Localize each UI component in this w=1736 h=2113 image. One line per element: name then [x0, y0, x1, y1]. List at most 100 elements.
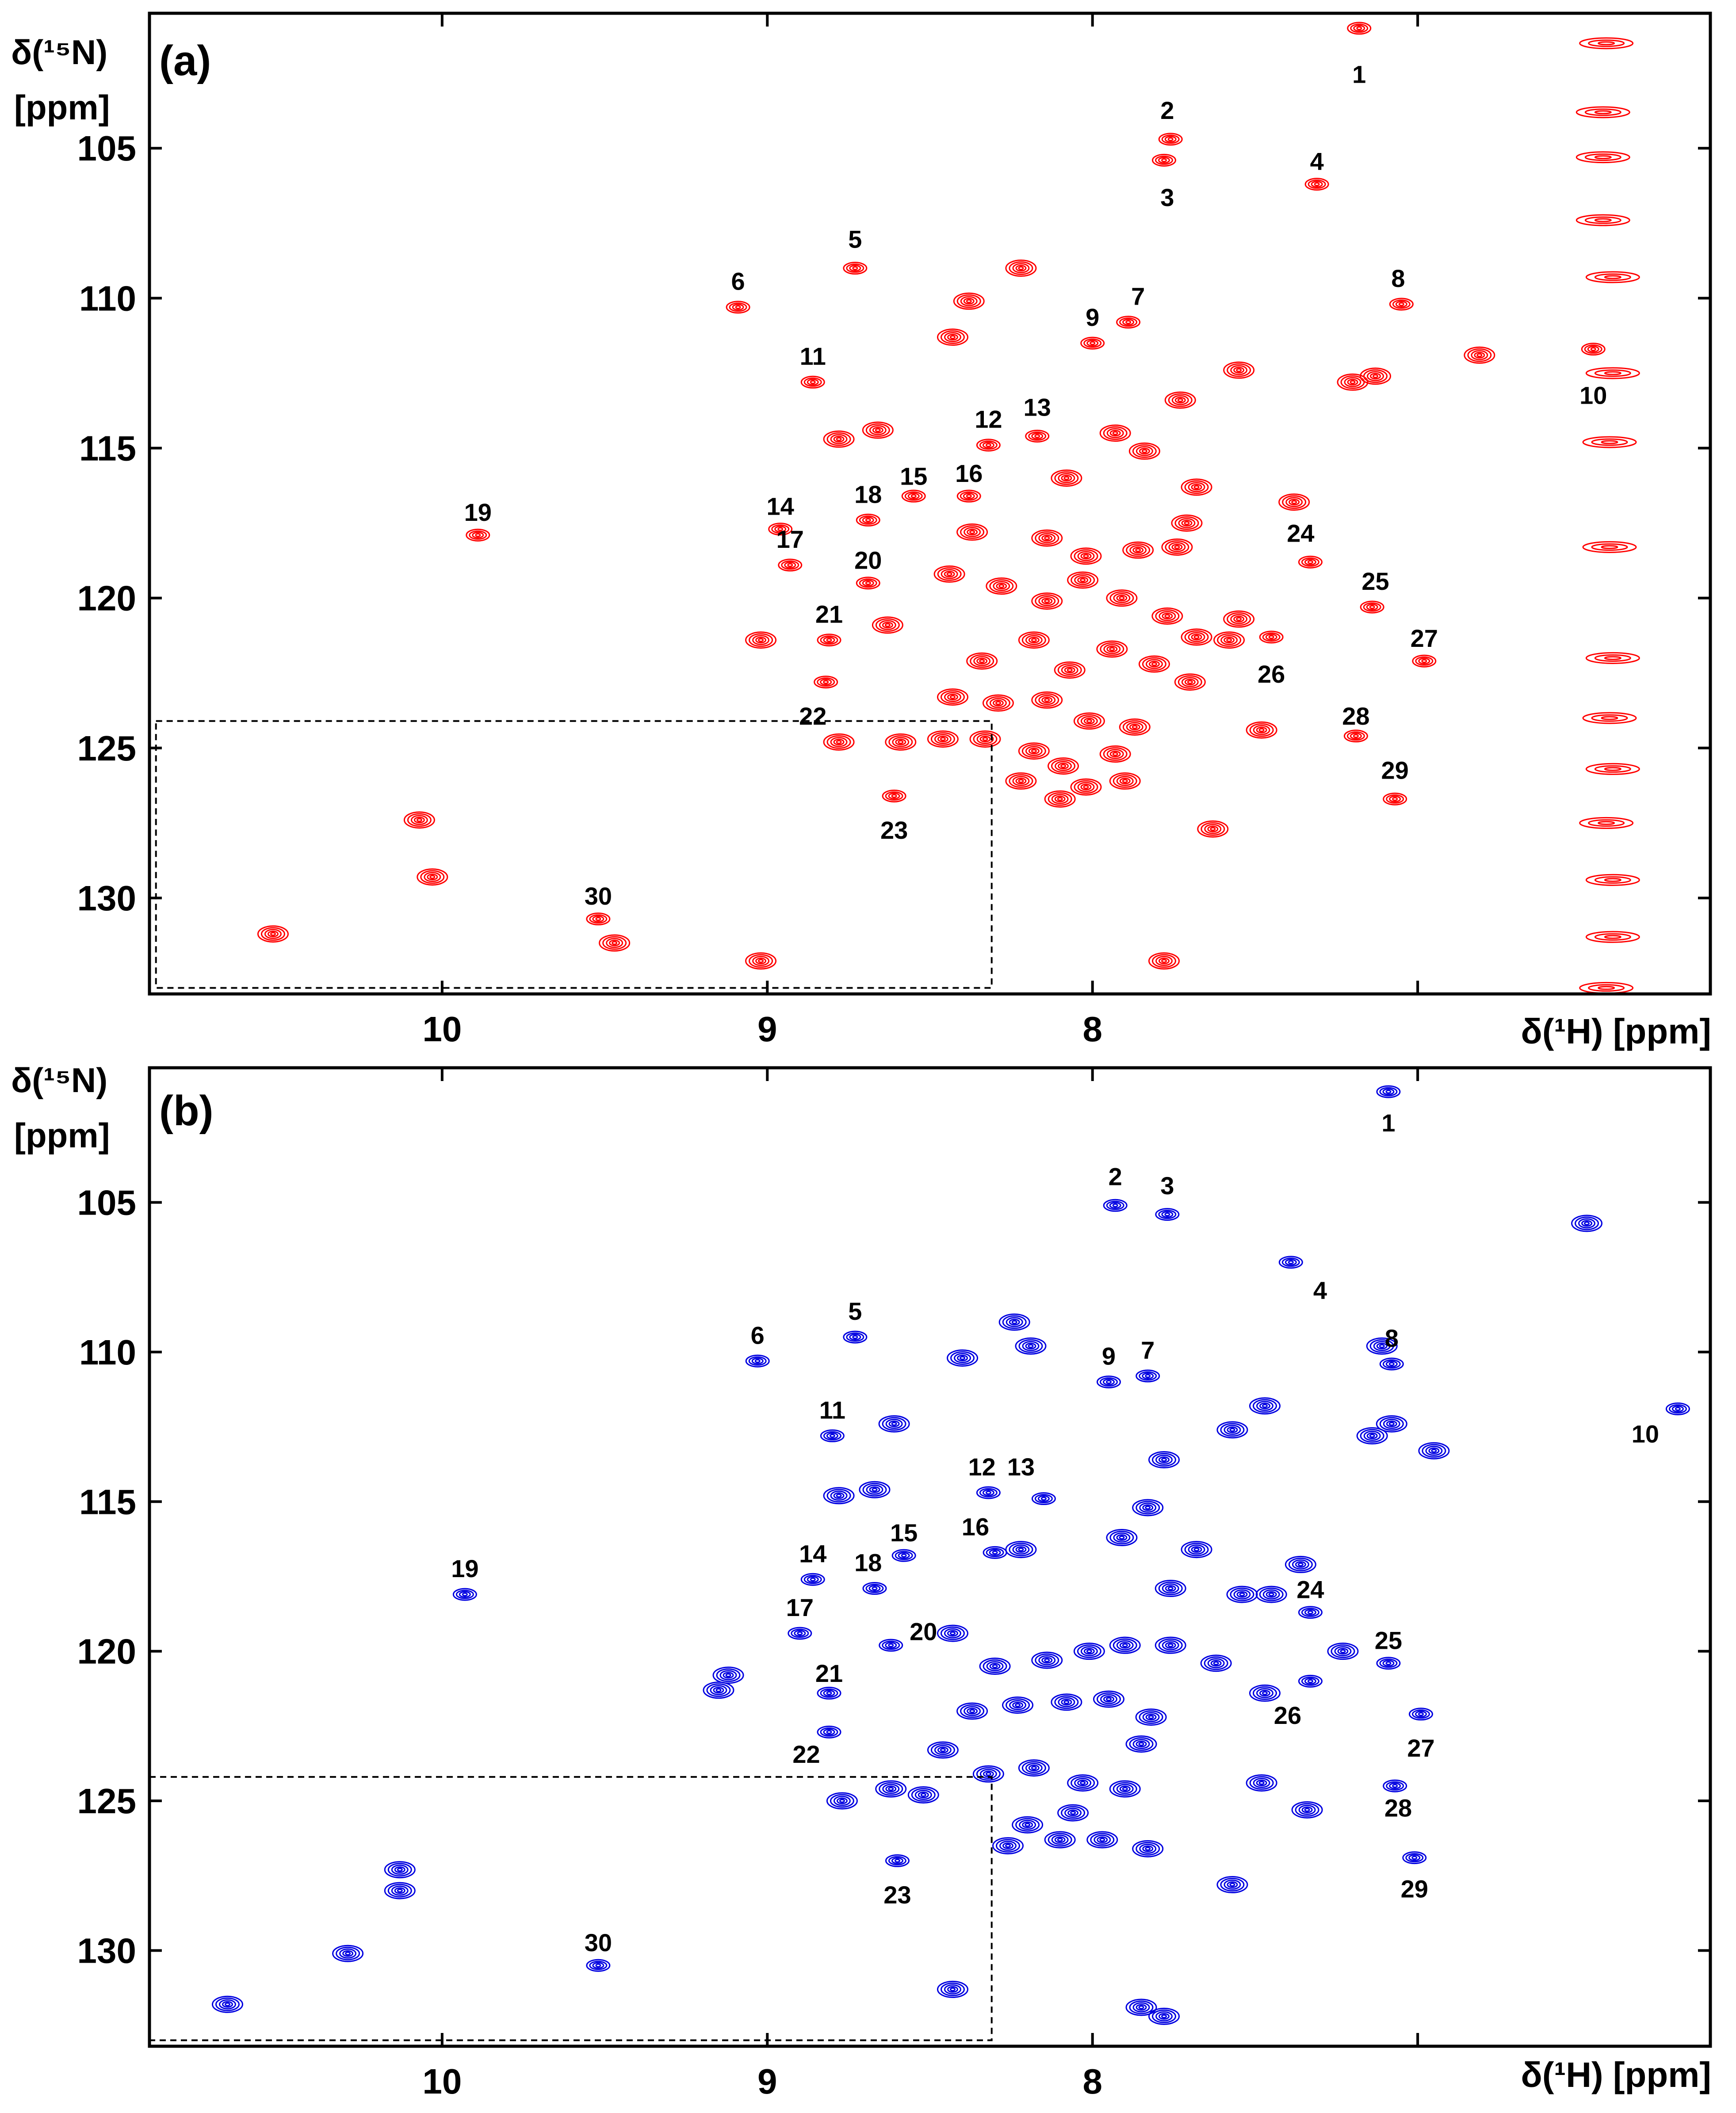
panel-b-unlabeled-peak-13: [826, 1792, 858, 1810]
panel-a-peak-24: [1298, 555, 1323, 569]
panel-a-peak-label-2: 2: [1160, 96, 1174, 124]
panel-a-x-tick-label-10: 10: [422, 1009, 462, 1049]
panel-a-peak-label-21: 21: [815, 600, 843, 628]
panel-b-peak-3: [1155, 1208, 1180, 1221]
panel-a-peak-label-3: 3: [1160, 183, 1174, 211]
panel-b-peak-23: [885, 1854, 910, 1867]
panel-b-peak-label-16: 16: [962, 1513, 989, 1540]
panel-b-unlabeled-peak-39: [979, 1658, 1011, 1675]
panel-b-unlabeled-peak-37: [1366, 1337, 1398, 1355]
panel-b-peak-label-12: 12: [968, 1453, 996, 1481]
panel-a-artifact-streak-15: [1579, 982, 1634, 994]
panel-b-peak-label-4: 4: [1313, 1276, 1327, 1304]
panel-b-unlabeled-peak-3: [384, 1861, 416, 1879]
panel-b-unlabeled-peak-14: [907, 1786, 939, 1804]
panel-b-y-axis-label-line2: [ppm]: [14, 1116, 110, 1155]
panel-b-unlabeled-peak-62: [937, 1980, 968, 1998]
panel-b-unlabeled-peak-29: [1216, 1876, 1248, 1894]
panel-a-peak-8: [1389, 298, 1414, 311]
panel-a-peak-label-26: 26: [1258, 660, 1285, 688]
panel-b-unlabeled-peak-6: [712, 1666, 744, 1684]
panel-a-unlabeled-peak-14: [933, 565, 965, 583]
panel-a-unlabeled-peak-31: [1464, 346, 1495, 364]
panel-a-peak-label-30: 30: [585, 882, 612, 910]
panel-a-peak-6: [726, 301, 750, 314]
panel-a-unlabeled-peak-60: [745, 952, 777, 970]
panel-a-peak-28: [1343, 730, 1368, 743]
panel-b-unlabeled-peak-59: [1086, 1831, 1118, 1849]
panel-a-unlabeled-peak-58: [1044, 790, 1076, 808]
panel-b-unlabeled-peak-49: [1135, 1708, 1167, 1726]
panel-a-artifact-streak-3: [1575, 151, 1630, 164]
panel-b-highlight-box: [149, 1776, 993, 2041]
panel-b-peak-14: [800, 1573, 825, 1586]
panel-b-x-tick-label-8: 8: [1082, 2062, 1102, 2101]
panel-a-unlabeled-peak-2: [403, 811, 435, 829]
panel-a-unlabeled-peak-34: [1070, 547, 1102, 565]
panel-a-unlabeled-peak-28: [1148, 952, 1180, 970]
panel-a-peak-label-24: 24: [1287, 519, 1314, 547]
panel-a-peak-label-1: 1: [1352, 61, 1366, 88]
panel-a-peak-label-8: 8: [1391, 264, 1405, 292]
panel-a-peak-12: [976, 439, 1001, 452]
panel-b-unlabeled-peak-60: [992, 1837, 1024, 1855]
panel-a-y-tick-label-130: 130: [77, 879, 136, 918]
panel-a-peak-13: [1025, 429, 1050, 443]
panel-a-unlabeled-peak-49: [1031, 691, 1063, 709]
panel-a-unlabeled-peak-57: [1109, 772, 1141, 790]
panel-b-unlabeled-peak-55: [1125, 1735, 1157, 1753]
panel-a-unlabeled-peak-51: [1119, 718, 1151, 736]
panel-b-peak-19: [452, 1588, 477, 1601]
panel-b-peak-label-28: 28: [1384, 1794, 1412, 1822]
panel-a-peak-7: [1116, 316, 1141, 329]
panel-a-unlabeled-peak-16: [1051, 469, 1082, 487]
panel-b-x-axis-label: δ(¹H) [ppm]: [1521, 2055, 1711, 2094]
panel-a-y-tick-label-110: 110: [79, 279, 136, 318]
panel-a-peak-label-10: 10: [1579, 381, 1607, 409]
panel-b-peak-label-3: 3: [1160, 1172, 1174, 1200]
panel-b-unlabeled-peak-63: [1571, 1215, 1603, 1232]
panel-a-unlabeled-peak-35: [986, 577, 1017, 595]
panel-a-unlabeled-peak-43: [1054, 661, 1086, 679]
panel-b-unlabeled-peak-54: [1109, 1780, 1141, 1798]
panel-b-peak-21: [817, 1686, 841, 1700]
panel-a-unlabeled-peak-37: [1067, 571, 1099, 589]
panel-a-unlabeled-peak-41: [966, 652, 998, 670]
panel-a-unlabeled-peak-7: [953, 292, 985, 310]
panel-a-unlabeled-peak-44: [1096, 640, 1128, 658]
panel-a-artifact-streak-12: [1579, 817, 1634, 829]
panel-a-artifact-streak-2: [1575, 106, 1630, 118]
panel-b-unlabeled-peak-46: [1002, 1696, 1034, 1714]
panel-a-peak-label-28: 28: [1342, 702, 1369, 730]
panel-a-peak-19: [466, 528, 490, 542]
panel-b-y-tick-label-130: 130: [77, 1931, 136, 1970]
panel-b-peak-label-11: 11: [819, 1396, 845, 1424]
panel-b-unlabeled-peak-44: [1200, 1654, 1232, 1672]
panel-b-unlabeled-peak-42: [1109, 1636, 1141, 1654]
panel-a-peak-23: [882, 789, 906, 802]
panel-b-unlabeled-peak-8: [859, 1481, 891, 1498]
panel-b-y-axis-label-line1: δ(¹⁵N): [11, 1061, 107, 1100]
panel-b-peak-label-1: 1: [1381, 1109, 1395, 1137]
panel-b-peak-label-13: 13: [1007, 1453, 1035, 1481]
panel-a-peak-label-19: 19: [464, 498, 492, 526]
panel-a-unlabeled-peak-8: [1005, 260, 1037, 277]
panel-b-unlabeled-peak-38: [937, 1624, 968, 1642]
panel-a-unlabeled-peak-13: [969, 730, 1001, 748]
panel-b-unlabeled-peak-58: [1044, 1831, 1076, 1849]
panel-b-label: (b): [159, 1087, 214, 1135]
panel-a-unlabeled-peak-22: [1161, 538, 1193, 556]
panel-b-unlabeled-peak-56: [1057, 1804, 1089, 1822]
panel-a-unlabeled-peak-23: [1122, 541, 1154, 559]
panel-a-artifact-streak-14: [1585, 931, 1640, 943]
panel-a-peak-label-15: 15: [900, 462, 927, 490]
panel-a-y-tick-label-125: 125: [77, 729, 136, 768]
panel-b-unlabeled-peak-10: [947, 1349, 979, 1367]
panel-b-unlabeled-peak-9: [878, 1415, 910, 1433]
panel-b-unlabeled-peak-24: [1226, 1586, 1258, 1603]
panel-a-peak-30: [586, 912, 611, 925]
panel-b-peak-24: [1298, 1606, 1323, 1619]
